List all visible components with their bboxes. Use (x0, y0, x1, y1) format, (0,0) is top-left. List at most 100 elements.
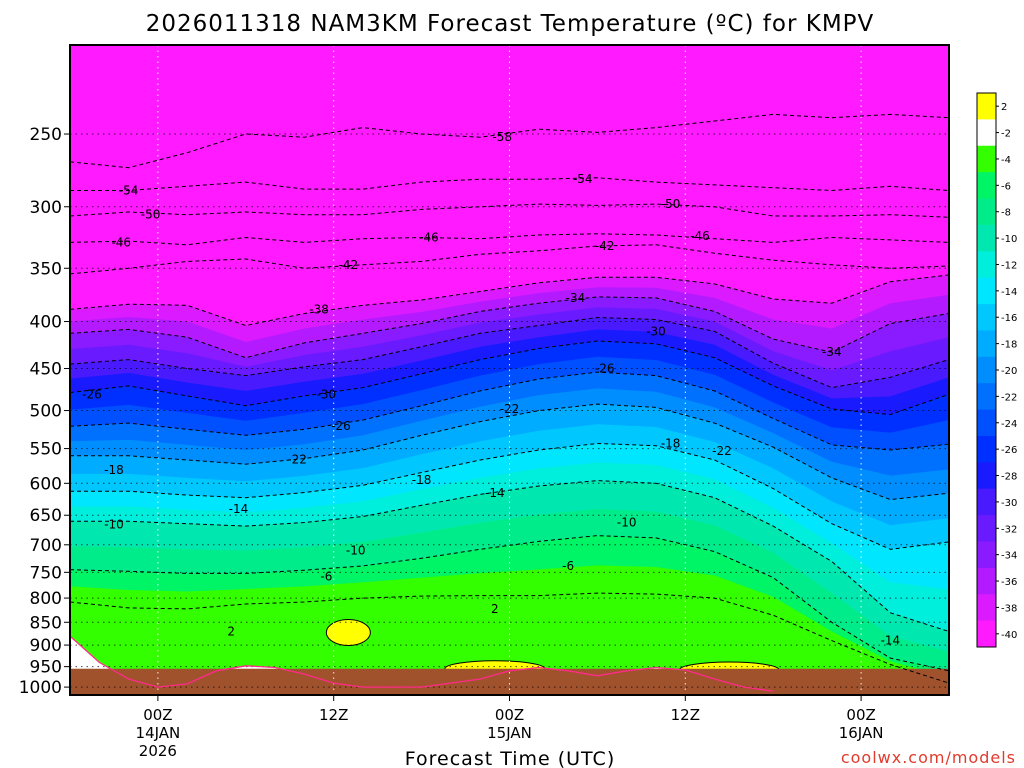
colorbar-tick-label: -36 (1001, 577, 1017, 588)
contour-line-2 (70, 635, 774, 692)
y-tick-label: 500 (30, 402, 62, 422)
colorbar-swatch (977, 356, 996, 384)
colorbar-swatch (977, 277, 996, 305)
colorbar-tick-label: -24 (1001, 419, 1017, 430)
colorbar-tick-label: -10 (1001, 234, 1017, 245)
colorbar-swatch (977, 567, 996, 595)
colorbar-swatch (977, 198, 996, 226)
colorbar: 2 -2 -4 -6 -8 -10 -12 -14 -16 -18 -20 -22 -24 -26 -28 -… (976, 92, 1017, 648)
warm-pocket-1 (325, 618, 371, 646)
x-tick-label: 12Z (319, 706, 348, 724)
contour-label: -6 (562, 559, 574, 573)
contour-label: -54 (573, 172, 593, 186)
colorbar-tick-label: -26 (1001, 445, 1017, 456)
colorbar-swatch (977, 145, 996, 173)
chart-title: 2026011318 NAM3KM Forecast Temperature (… (146, 11, 875, 37)
contour-line--26 (70, 340, 949, 416)
contour-line--34 (70, 296, 949, 359)
colorbar-tick-label: -38 (1001, 603, 1017, 614)
contour-label: -46 (419, 230, 439, 244)
colorbar-tick-label: -2 (1001, 129, 1011, 140)
colorbar-tick-label: -28 (1001, 472, 1017, 483)
colorbar-tick-label: -6 (1001, 181, 1011, 192)
contour-label: 2 (491, 602, 499, 616)
contour-label: -54 (119, 183, 139, 197)
y-tick-label: 600 (30, 474, 62, 494)
y-tick-label: 350 (30, 259, 62, 279)
contour-line--2 (70, 592, 949, 684)
colorbar-tick-label: -40 (1001, 630, 1017, 641)
x-axis-label: Forecast Time (UTC) (405, 748, 615, 768)
y-tick-label: 850 (30, 613, 62, 633)
colorbar-swatch (977, 304, 996, 331)
x-tick-label: 00Z (495, 706, 524, 724)
colorbar-tick-label: -4 (1001, 155, 1011, 166)
contour-line--30 (70, 316, 949, 389)
x-tick-label: 2026 (139, 742, 177, 760)
colorbar-tick-label: -34 (1001, 551, 1017, 562)
colorbar-tick-label: -20 (1001, 366, 1017, 377)
colorbar-swatch (977, 435, 996, 463)
colorbar-tick-label: -8 (1001, 208, 1011, 219)
colorbar-swatch (977, 409, 996, 437)
grid-layer (70, 45, 949, 695)
contour-label: -22 (287, 452, 307, 466)
contour-line--22 (70, 371, 949, 451)
contour-label-layer: -58-54-54-50-50-46 -46 -46-42-42-38-34-34-… (82, 130, 900, 647)
contour-label: -6 (320, 570, 332, 584)
colorbar-swatch (977, 488, 996, 516)
contour-layer (70, 113, 949, 692)
y-tick-label: 1000 (19, 678, 62, 698)
contour-label: -42 (595, 239, 615, 253)
temperature-fill-layer (70, 45, 949, 695)
contour-label: -42 (339, 258, 359, 272)
y-tick-label: 950 (30, 658, 62, 678)
contour-label: -14 (881, 634, 901, 648)
y-tick-label: 550 (30, 440, 62, 460)
contour-label: -26 (82, 387, 102, 401)
credit-text: coolwx.com/models (841, 748, 1016, 767)
y-tick-label: 450 (30, 360, 62, 380)
x-tick-label: 12Z (671, 706, 700, 724)
contour-line--42 (70, 244, 949, 275)
x-tick-label: 00Z (143, 706, 172, 724)
colorbar-swatch (977, 383, 996, 411)
colorbar-swatch (977, 224, 996, 252)
colorbar-swatch (977, 93, 996, 120)
colorbar-swatch (977, 119, 996, 147)
colorbar-tick-label: 2 (1001, 102, 1007, 113)
contour-line--58 (70, 113, 949, 169)
colorbar-tick-label: -30 (1001, 498, 1017, 509)
colorbar-swatch (977, 515, 996, 542)
contour-label: 2 (227, 625, 235, 639)
contour-label: -50 (141, 208, 161, 222)
y-tick-label: 750 (30, 563, 62, 583)
contour-label: -46 (690, 229, 710, 243)
x-tick-label: 16JAN (839, 724, 884, 742)
x-tick-label: 14JAN (136, 724, 181, 742)
contour-label: -10 (346, 543, 366, 557)
colorbar-tick-label: -18 (1001, 340, 1017, 351)
contour-line--38 (70, 274, 949, 327)
contour-label: -10 (104, 517, 124, 531)
y-tick-label: 400 (30, 313, 62, 333)
contour-label: -26 (331, 419, 351, 433)
contour-label: -34 (822, 345, 842, 359)
contour-label: -58 (492, 130, 512, 144)
colorbar-tick-label: -22 (1001, 392, 1017, 403)
colorbar-swatch (977, 462, 996, 490)
colorbar-swatch (977, 251, 996, 279)
colorbar-swatch (977, 172, 996, 200)
y-tick-label: 800 (30, 589, 62, 609)
contour-label: -46 (111, 235, 131, 249)
colorbar-swatch (977, 594, 996, 622)
y-tick-label: 700 (30, 536, 62, 556)
contour-label: -22 (500, 402, 520, 416)
colorbar-tick-label: -12 (1001, 260, 1017, 271)
x-tick-label: 00Z (846, 706, 875, 724)
y-tick-label: 250 (30, 125, 62, 145)
contour-label: -30 (646, 324, 666, 338)
colorbar-swatch (977, 541, 996, 569)
